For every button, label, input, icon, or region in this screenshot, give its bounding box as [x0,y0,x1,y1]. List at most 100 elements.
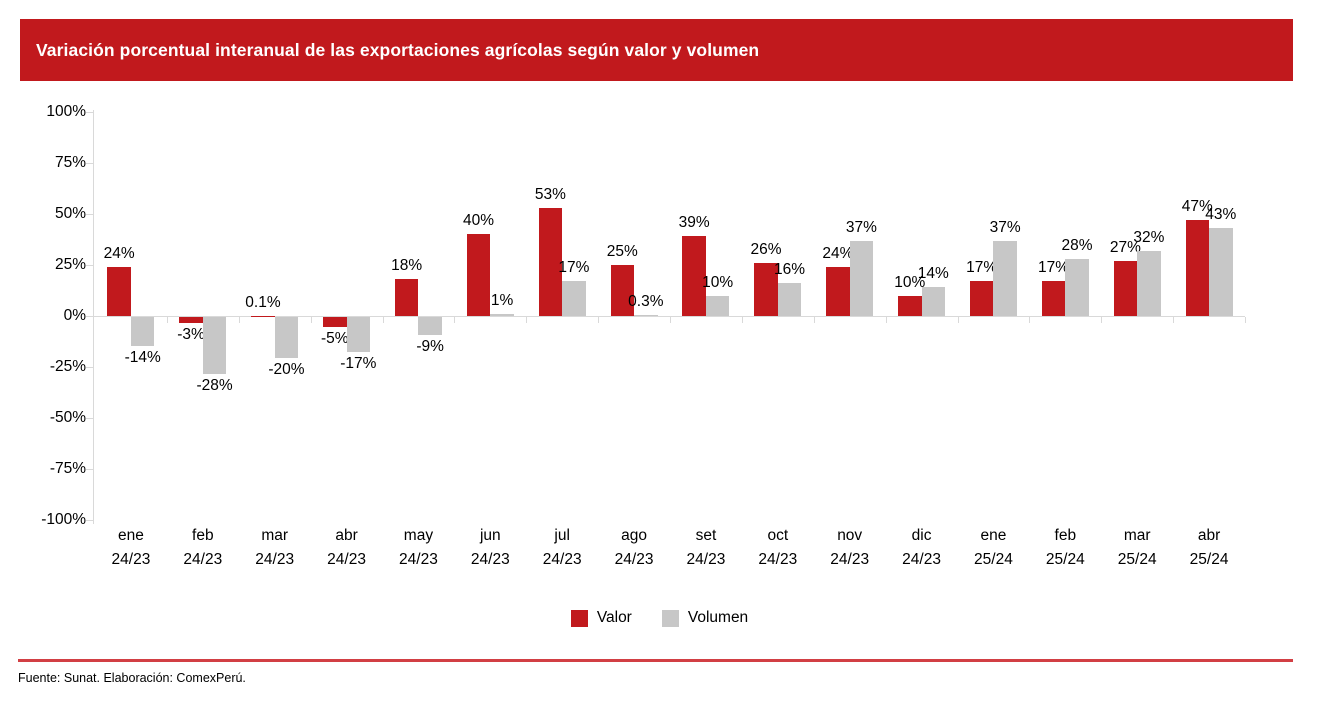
x-tick-mark [166,317,168,323]
bar-value-label: 18% [391,257,423,275]
x-category-period: 24/23 [614,551,654,568]
y-tick-label: 100% [46,103,86,120]
bar-volumen [274,317,299,358]
x-tick-mark [885,317,887,323]
bar-value-label: 17% [1038,259,1070,277]
bar-value-label: 28% [1061,236,1093,254]
x-category-label: dic 24/23 [882,524,962,572]
bar-valor [1113,260,1138,316]
x-tick-mark [598,317,600,323]
x-category-month: mar [1123,527,1151,544]
x-tick-mark [1245,317,1246,323]
x-category-period: 24/23 [686,551,726,568]
bar-value-label: 32% [1133,228,1165,246]
bar-volumen [130,317,155,346]
bar-value-label: 25% [606,243,638,260]
y-tick-label: 75% [54,154,86,171]
bar-value-label: 40% [463,212,495,230]
x-category-period: 24/23 [470,551,510,568]
bar-valor [251,315,275,317]
bar-value-label: -28% [196,377,233,395]
x-category-month: abr [335,527,358,544]
bar-valor [538,207,563,316]
x-category-period: 24/23 [183,551,223,568]
bar-value-label: 24% [103,245,135,263]
bar-value-label: 17% [966,259,998,277]
x-category-label: abr 24/23 [307,524,387,572]
bar-volumen [1137,250,1161,316]
bar-valor [323,317,347,328]
bar-value-label: -3% [177,326,205,344]
y-tick-mark [86,265,93,266]
bar-value-label: 14% [917,265,949,283]
x-tick-mark [741,317,743,323]
bar-volumen [1065,258,1089,316]
bar-volumen [490,313,514,316]
bar-value-label: 10% [894,273,926,291]
y-tick-mark [86,418,93,419]
x-category-label: jul 24/23 [522,524,602,572]
x-category-label: ene 25/24 [953,524,1033,572]
x-category-period: 24/23 [327,551,366,568]
x-category-label: nov 24/23 [810,524,890,572]
y-tick-mark [86,112,93,113]
x-category-label: oct 24/23 [738,524,818,572]
valor-swatch-icon [570,609,588,627]
x-tick-mark [1173,317,1175,323]
bar-value-label: 27% [1109,238,1141,256]
x-category-period: 24/23 [542,551,582,568]
bar-valor [466,234,491,316]
x-axis-line [93,316,1245,317]
x-category-label: feb 24/23 [163,524,243,572]
chart-legend: Valor Volumen [0,609,1319,627]
y-tick-mark [86,214,93,215]
x-category-period: 24/23 [399,551,438,568]
x-tick-mark [310,317,312,323]
bar-value-label: 53% [534,185,566,203]
bar-valor [754,262,778,316]
bar-value-label: 37% [989,218,1021,236]
x-category-month: oct [767,527,789,544]
bar-value-label: 37% [845,218,877,236]
bar-value-label: 26% [750,240,782,258]
x-category-month: may [403,527,434,544]
bar-volumen [418,317,442,336]
legend-item-valor: Valor [570,609,632,627]
x-tick-mark [813,317,815,323]
bar-valor [179,317,203,324]
y-tick-label: -50% [49,409,86,426]
y-tick-label: -75% [49,460,86,477]
x-category-month: ago [621,527,647,544]
x-category-month: nov [837,527,863,544]
bar-value-label: 24% [822,245,854,263]
bar-value-label: 1% [490,291,514,309]
x-category-label: jun 24/23 [450,524,530,572]
x-category-month: feb [1054,527,1077,544]
bar-valor [1041,281,1066,316]
bar-volumen [849,240,874,316]
legend-item-volumen: Volumen [661,609,748,627]
x-category-period: 24/23 [902,551,941,568]
x-category-label: may 24/23 [378,524,458,572]
x-category-period: 25/24 [1189,551,1229,568]
y-tick-mark [86,367,93,368]
y-tick-label: 0% [63,307,86,324]
legend-label-valor: Valor [596,609,632,626]
bar-value-label: -9% [416,338,444,356]
bar-volumen [921,287,946,316]
x-category-label: set 24/23 [666,524,746,572]
x-category-label: feb 25/24 [1025,524,1105,572]
x-tick-mark [454,317,456,323]
bar-valor [107,267,131,316]
y-tick-label: -100% [41,511,86,528]
y-tick-mark [86,316,93,317]
bar-value-label: 0.3% [628,293,664,311]
x-tick-mark [526,317,528,323]
x-category-period: 24/23 [830,551,870,568]
x-category-month: jun [479,527,501,544]
bar-value-label: 43% [1205,206,1237,224]
bar-value-label: 16% [774,261,806,279]
bar-volumen [202,317,227,375]
y-tick-mark [86,163,93,164]
x-category-month: set [695,527,717,544]
